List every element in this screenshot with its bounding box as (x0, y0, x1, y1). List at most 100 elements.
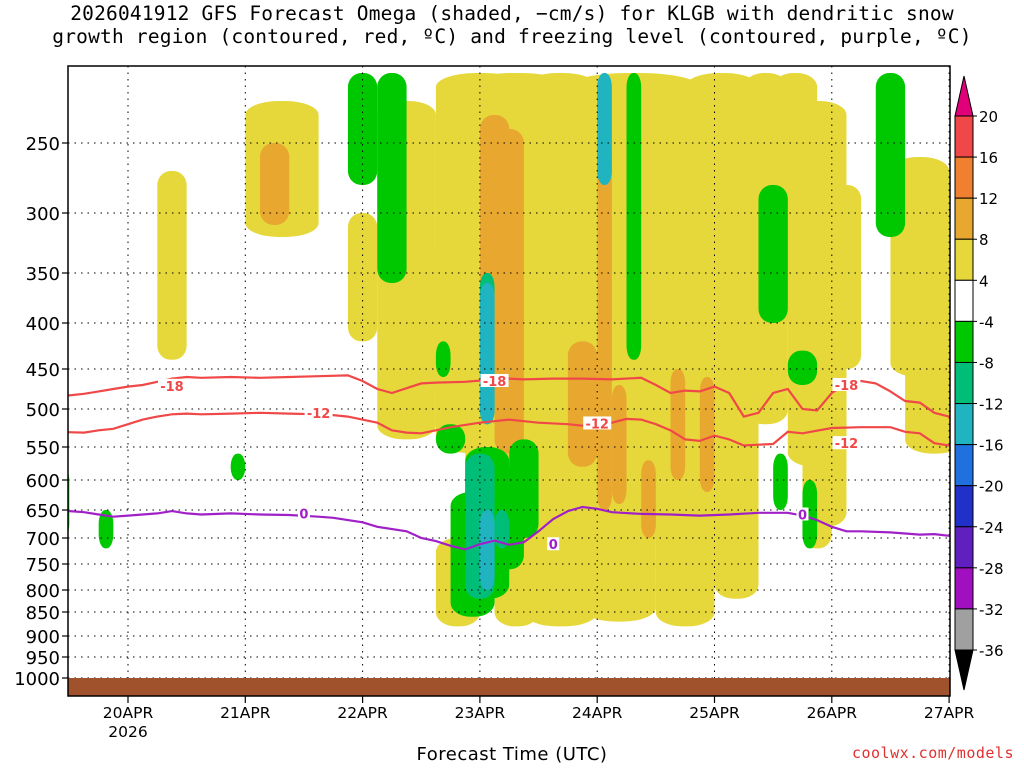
x-tick-label: 23APR (455, 704, 506, 722)
omega-cell (699, 377, 715, 492)
colorbar-label: 4 (979, 272, 989, 290)
colorbar-label: 20 (979, 108, 998, 126)
colorbar-label: -24 (979, 519, 1004, 537)
omega-cell (479, 283, 495, 425)
x-tick-label: 27APR (924, 704, 975, 722)
colorbar-label: -16 (979, 437, 1004, 455)
colorbar-bin (954, 197, 974, 240)
x-tick-label: 26APR (807, 704, 858, 722)
chart-title: 2026041912 GFS Forecast Omega (shaded, −… (0, 2, 1024, 48)
colorbar-label: -32 (979, 601, 1004, 619)
omega-cell (509, 439, 539, 538)
y-tick-label: 850 (26, 603, 60, 624)
omega-cell (787, 350, 818, 385)
contour-label: -12 (585, 417, 609, 432)
omega-cell (494, 510, 510, 549)
y-tick-label: 550 (26, 438, 60, 459)
y-tick-label: 350 (26, 264, 60, 285)
colorbar-label: -8 (979, 354, 994, 372)
title-line-2: growth region (contoured, red, ºC) and f… (52, 25, 972, 48)
omega-cell (157, 171, 187, 360)
x-tick-label: 25APR (689, 704, 740, 722)
terrain-fill (68, 678, 950, 696)
omega-cell (567, 341, 598, 467)
y-tick-label: 600 (26, 471, 60, 492)
colorbar-label: -28 (979, 560, 1004, 578)
omega-cell (626, 73, 642, 360)
contour-label: -18 (483, 375, 507, 390)
omega-cell (347, 213, 378, 342)
contour-label-bg (480, 374, 509, 387)
x-tick-label: 24APR (572, 704, 623, 722)
colorbar-bin (954, 608, 974, 651)
colorbar-bottom-triangle (954, 649, 974, 691)
freezing-level-contour (68, 505, 950, 551)
omega-cell (802, 480, 818, 549)
colorbar-bin (954, 279, 974, 322)
colorbar-bin (954, 238, 974, 281)
omega-cell (875, 73, 906, 237)
contour-label: 0 (299, 507, 308, 522)
y-tick-label: 800 (26, 581, 60, 602)
title-line-1: 2026041912 GFS Forecast Omega (shaded, −… (70, 2, 954, 25)
y-tick-label: 400 (26, 314, 60, 335)
terrain-band (68, 678, 950, 696)
omega-cell (641, 460, 656, 538)
contour-label: -12 (835, 437, 859, 452)
colorbar-bin (954, 320, 974, 363)
omega-cell (347, 73, 378, 185)
dgz-contour (68, 411, 950, 448)
colorbar-bin (954, 115, 974, 158)
colorbar: 20 16 12 8 4 -4 -8 -12 -16 -20 -24 -28 -32 -36 (954, 75, 1004, 691)
colorbar-label: -20 (979, 478, 1004, 496)
y-tick-label: 750 (26, 555, 60, 576)
colorbar-bin (954, 361, 974, 405)
omega-cell (1008, 129, 1023, 249)
y-tick-label: 250 (26, 134, 60, 155)
omega-cell (479, 510, 495, 590)
omega-cell (773, 453, 788, 510)
omega-cell (98, 510, 114, 549)
omega-cell (611, 385, 627, 504)
dgz-contour (68, 374, 950, 419)
contour-label-bg (583, 416, 612, 430)
credit-link[interactable]: coolwx.com/models (851, 744, 1014, 762)
colorbar-label: 8 (979, 231, 989, 249)
colorbar-bin (954, 567, 974, 610)
y-tick-label: 900 (26, 627, 60, 648)
omega-cell (670, 369, 686, 480)
contour-label-bg (796, 507, 809, 521)
contour-label-bg (547, 537, 560, 551)
colorbar-label: -12 (979, 396, 1004, 414)
x-tick-label: 22APR (337, 704, 388, 722)
x-year-label: 2026 (108, 723, 147, 741)
contour-label: -18 (835, 379, 859, 394)
y-tick-label: 450 (26, 360, 60, 381)
contour-label-bg (157, 378, 186, 392)
omega-cell (1008, 510, 1023, 590)
y-tick-label: 1000 (14, 669, 60, 690)
y-tick-label: 700 (26, 529, 60, 550)
colorbar-bin (954, 526, 974, 569)
omega-cell (597, 73, 612, 185)
colorbar-bin (954, 156, 974, 199)
omega-shading (68, 73, 1023, 627)
y-tick-label: 300 (26, 204, 60, 225)
omega-cell (259, 143, 290, 225)
x-axis: 20APR 21APR 22APR 23APR 24APR 25APR 26APR 27APR… (103, 696, 975, 741)
contour-label-bg (832, 378, 861, 391)
contour-label: -18 (160, 380, 184, 395)
y-tick-label: 950 (26, 648, 60, 669)
colorbar-label: -36 (979, 642, 1004, 660)
colorbar-top-triangle (954, 75, 974, 117)
colorbar-label: 16 (979, 149, 998, 167)
plot-border (67, 65, 951, 697)
x-tick-label: 20APR (103, 704, 154, 722)
omega-cell (494, 129, 524, 454)
omega-cell (758, 185, 788, 323)
omega-cell (435, 424, 466, 454)
omega-cell (919, 323, 950, 425)
contour-label-bg (297, 506, 310, 520)
